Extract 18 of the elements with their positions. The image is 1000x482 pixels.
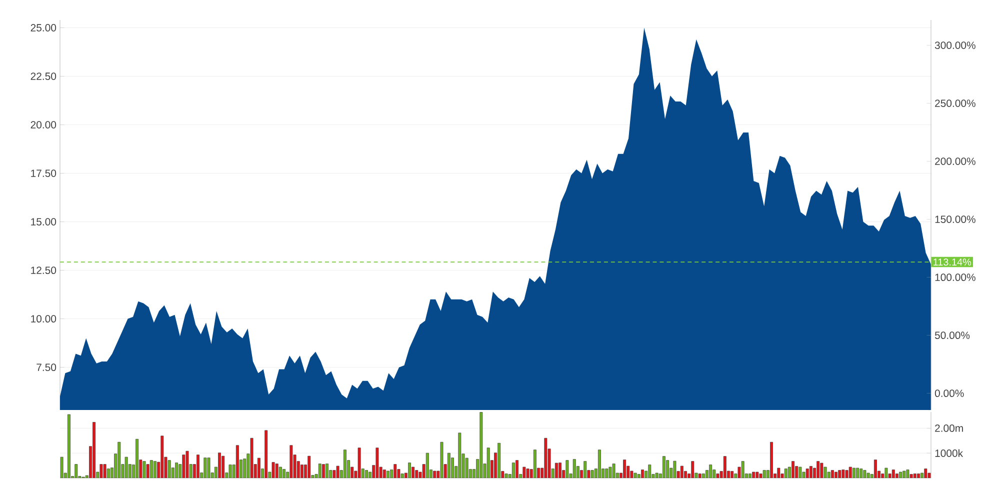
y2-tick-label: 0.00% — [934, 390, 964, 398]
y2-tick-label: 100.00% — [935, 274, 976, 281]
y-tick-label: 17.50 — [31, 170, 56, 177]
y-tick-label: 1000k — [935, 449, 964, 457]
y-tick-label: 7.50 — [36, 364, 56, 372]
y-tick-label: 25.00 — [30, 24, 56, 32]
y-tick-label: 22.50 — [30, 72, 56, 80]
y2-tick-label: 200.00% — [935, 158, 976, 165]
y-tick-label: 15.00 — [31, 218, 56, 226]
y2-tick-label: 250.00% — [935, 100, 976, 107]
ref-line-label: 113.14% — [934, 258, 972, 266]
y2-tick-label: 50.00% — [934, 332, 970, 339]
y-tick-label: 20.00 — [30, 121, 56, 128]
y2-tick-label: 300.00% — [934, 42, 976, 49]
y-tick-label: 10.00 — [31, 315, 56, 323]
y2-tick-label: 150.00% — [935, 216, 976, 223]
y-tick-label: 12.50 — [31, 266, 56, 274]
y-tick-label: 2.00m — [935, 424, 963, 432]
